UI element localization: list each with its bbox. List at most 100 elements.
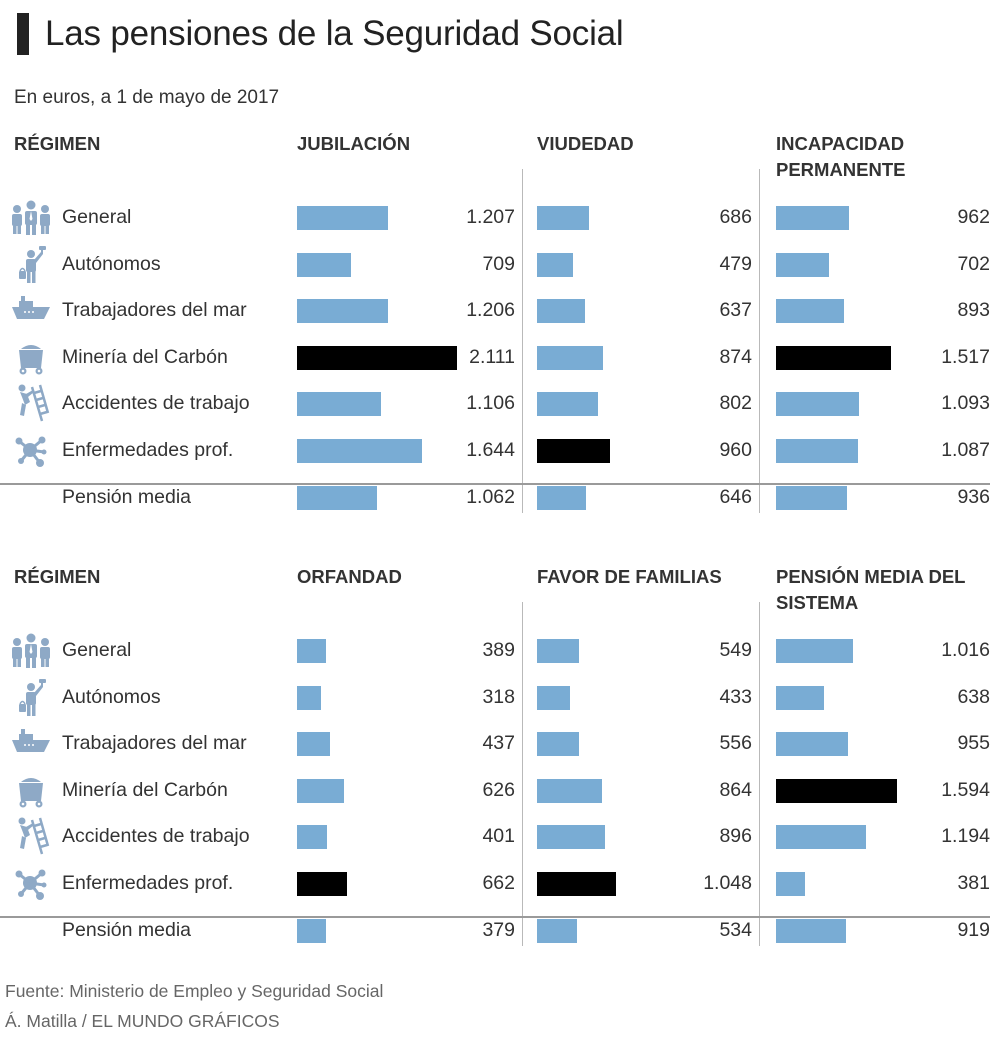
value-label: 637 <box>719 299 752 321</box>
title-accent-bar <box>17 13 29 55</box>
chart-panel-2: RÉGIMEN ORFANDAD FAVOR DE FAMILIAS PENSIÓN … <box>0 562 990 982</box>
value-label: 919 <box>957 919 990 941</box>
row-label: Pensión media <box>62 486 191 508</box>
value-label: 1.207 <box>466 206 515 228</box>
bar <box>297 732 330 756</box>
bar <box>776 299 844 323</box>
bar <box>776 486 847 510</box>
bar <box>297 639 326 663</box>
value-label: 534 <box>719 919 752 941</box>
row-label: Accidentes de trabajo <box>62 825 250 847</box>
column-header: JUBILACIÓN <box>297 133 411 154</box>
value-label: 864 <box>719 778 752 801</box>
bar <box>537 685 570 710</box>
value-label: 955 <box>957 732 990 754</box>
value-label: 1.594 <box>941 778 990 801</box>
people-group-icon <box>10 630 52 670</box>
row-label: Pensión media <box>62 919 191 941</box>
column-header: ORFANDAD <box>297 566 402 587</box>
bar <box>776 871 805 896</box>
title-block: Las pensiones de la Seguridad Social <box>17 12 624 56</box>
bar <box>776 438 858 463</box>
bar <box>537 345 603 370</box>
table-row: Trabajadores del mar 1.206 637 893 <box>0 294 990 328</box>
table-row: Accidentes de trabajo 1.106 802 1.093 <box>0 384 990 422</box>
bar <box>537 639 579 663</box>
bar <box>537 299 585 323</box>
column-divider <box>522 602 523 946</box>
credit-note: Á. Matilla / EL MUNDO GRÁFICOS <box>5 1011 280 1031</box>
value-label: 1.206 <box>466 299 515 321</box>
total-divider <box>0 483 990 485</box>
bar-highlight <box>776 345 891 370</box>
value-label: 802 <box>719 392 752 414</box>
table-row: Pensión media 379 534 919 <box>0 914 990 948</box>
painter-worker-icon <box>10 244 52 284</box>
bar <box>297 685 321 710</box>
table-row: Autónomos 709 479 702 <box>0 245 990 283</box>
value-label: 962 <box>957 206 990 228</box>
bar <box>776 252 829 277</box>
value-label: 381 <box>957 871 990 894</box>
column-header: INCAPACIDAD PERMANENTE <box>776 133 906 180</box>
row-label: Minería del Carbón <box>62 345 228 368</box>
row-label: General <box>62 639 132 661</box>
bar-highlight <box>776 778 897 803</box>
value-label: 686 <box>719 206 752 228</box>
value-label: 638 <box>957 685 990 708</box>
bar-highlight <box>537 438 610 463</box>
people-group-icon <box>10 197 52 237</box>
value-label: 646 <box>719 486 752 508</box>
value-label: 626 <box>482 778 515 801</box>
mine-cart-icon <box>10 337 52 377</box>
table-row: Enfermedades prof. 1.644 960 1.087 <box>0 434 990 468</box>
bar <box>537 778 602 803</box>
bar <box>297 778 344 803</box>
bar <box>776 919 846 943</box>
row-label: Autónomos <box>62 685 161 708</box>
table-row: Enfermedades prof. 662 1.048 381 <box>0 867 990 901</box>
bar <box>297 206 388 230</box>
value-label: 662 <box>482 871 515 894</box>
value-label: 874 <box>719 345 752 368</box>
row-label: General <box>62 206 132 228</box>
bar <box>776 392 859 416</box>
column-divider <box>759 169 760 513</box>
page-title: Las pensiones de la Seguridad Social <box>45 14 624 53</box>
regimen-header: RÉGIMEN <box>14 133 101 154</box>
row-label: Trabajadores del mar <box>62 299 247 321</box>
bar <box>297 919 326 943</box>
value-label: 2.111 <box>469 345 515 368</box>
bar <box>537 919 577 943</box>
value-label: 1.062 <box>466 486 515 508</box>
ship-icon <box>10 290 52 330</box>
value-label: 556 <box>719 732 752 754</box>
table-row: Trabajadores del mar 437 556 955 <box>0 727 990 761</box>
bar <box>537 825 605 849</box>
table-row: General 1.207 686 962 <box>0 200 990 235</box>
bar-highlight <box>297 871 347 896</box>
column-header: VIUDEDAD <box>537 133 634 154</box>
row-label: Autónomos <box>62 252 161 275</box>
value-label: 437 <box>482 732 515 754</box>
column-divider <box>522 169 523 513</box>
chart-panel-1: RÉGIMEN JUBILACIÓN VIUDEDAD INCAPACIDAD PER… <box>0 129 990 549</box>
value-label: 1.048 <box>703 871 752 894</box>
column-divider <box>759 602 760 946</box>
value-label: 702 <box>957 252 990 275</box>
source-note: Fuente: Ministerio de Empleo y Seguridad… <box>5 981 384 1001</box>
virus-molecule-icon <box>10 863 52 903</box>
column-header: PENSIÓN MEDIA DEL SISTEMA <box>776 566 966 613</box>
table-row: Pensión media 1.062 646 936 <box>0 481 990 515</box>
bar <box>297 486 377 510</box>
bar <box>297 392 381 416</box>
regimen-header: RÉGIMEN <box>14 566 101 587</box>
bar-highlight <box>537 871 616 896</box>
virus-molecule-icon <box>10 430 52 470</box>
row-label: Enfermedades prof. <box>62 871 234 894</box>
value-label: 1.093 <box>941 392 990 414</box>
bar <box>297 825 327 849</box>
painter-worker-icon <box>10 677 52 717</box>
bar <box>776 732 848 756</box>
value-label: 433 <box>719 685 752 708</box>
